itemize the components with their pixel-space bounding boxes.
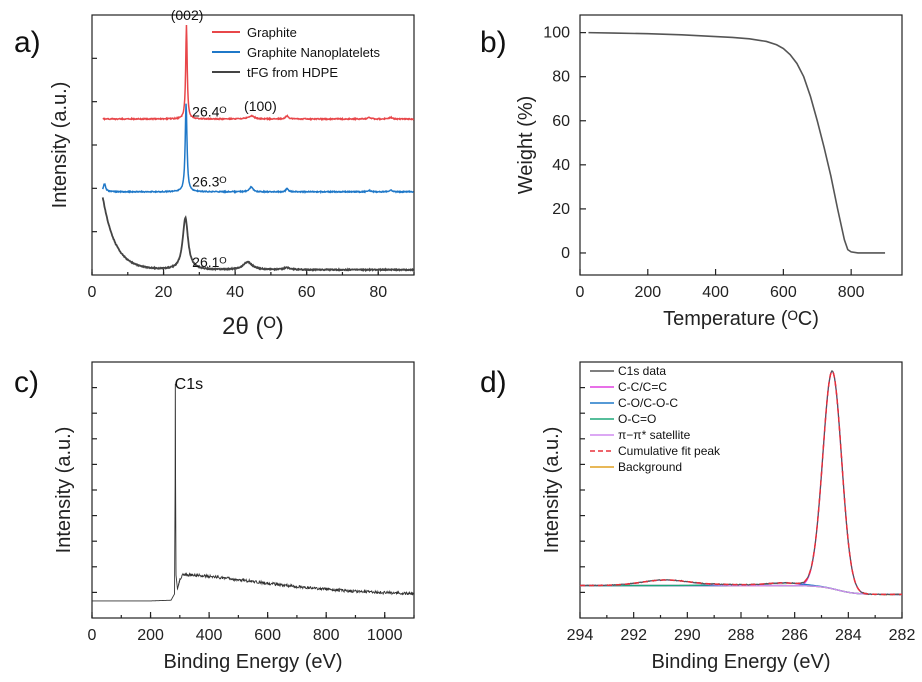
panel-a-series-2 — [101, 197, 414, 273]
panel-d-xtick-label: 282 — [889, 627, 916, 644]
panel-c-ylabel: Intensity (a.u.) — [53, 427, 75, 554]
panel-a-legend-label: Graphite Nanoplatelets — [247, 45, 380, 60]
panel-c-xtick-label: 600 — [254, 627, 281, 644]
panel-b-ytick-label: 60 — [552, 113, 570, 130]
panel-b-xtick-label: 400 — [702, 284, 729, 301]
panel-d-legend-label: Background — [618, 460, 682, 474]
panel-c-xtick-label: 0 — [88, 627, 97, 644]
panel-a-annotation: 26.1ᴼ — [192, 254, 226, 270]
panel-b-xtick-label: 600 — [770, 284, 797, 301]
panel-d-ylabel: Intensity (a.u.) — [541, 427, 563, 554]
panel-a-annotation: 26.3ᴼ — [192, 174, 226, 190]
panel-a-annotation: 26.4ᴼ — [192, 103, 226, 119]
panel-a-xtick-label: 20 — [155, 284, 173, 301]
panel-letter-c: c) — [14, 366, 39, 399]
panel-c-xlabel: Binding Energy (eV) — [164, 651, 343, 673]
panel-a-annotation: (100) — [244, 98, 277, 114]
panel-c-xtick-label: 200 — [137, 627, 164, 644]
panel-d-c1s-data — [579, 370, 903, 596]
panel-a-xrd: Intensity (a.u.) 2θ (ᴼ) 0 20 40 60 80 (002) 2… — [49, 7, 415, 340]
panel-d-legend-label: O-C=O — [618, 412, 656, 426]
panel-b-frame — [579, 14, 903, 276]
panel-d-xlabel: Binding Energy (eV) — [652, 651, 831, 673]
panel-d-legend-label: Cumulative fit peak — [618, 444, 721, 458]
panel-d-legend-label: C-C/C=C — [618, 380, 667, 394]
panel-c-frame — [91, 361, 415, 619]
panel-d-xtick-label: 290 — [674, 627, 701, 644]
panel-b-xtick-label: 0 — [576, 284, 585, 301]
panel-d-xtick-label: 292 — [620, 627, 647, 644]
panel-a-xtick-label: 80 — [369, 284, 387, 301]
panel-a-xtick-label: 40 — [226, 284, 244, 301]
panel-d-xtick-label: 286 — [781, 627, 808, 644]
panel-a-xtick-label: 0 — [88, 284, 97, 301]
panel-a-ylabel: Intensity (a.u.) — [49, 82, 71, 209]
panel-b-tga: Weight (%) Temperature (ᴼC) 0 200 400 600 80… — [515, 14, 903, 330]
panel-d-legend-label: C1s data — [618, 364, 666, 378]
panel-a-xtick-label: 60 — [298, 284, 316, 301]
panel-d-xtick-label: 288 — [728, 627, 755, 644]
panel-b-xtick-label: 800 — [838, 284, 865, 301]
panel-a-xlabel: 2θ (ᴼ) — [222, 313, 284, 340]
panel-a-series-0 — [102, 25, 415, 122]
panel-c-xtick-label: 800 — [313, 627, 340, 644]
panel-a-series-1 — [102, 103, 414, 195]
panel-c-xtick-label: 1000 — [367, 627, 403, 644]
panel-b-ylabel: Weight (%) — [515, 96, 537, 195]
panel-b-xlabel: Temperature (ᴼC) — [663, 308, 819, 330]
panel-a-legend-label: Graphite — [247, 25, 297, 40]
panel-letter-d: d) — [480, 366, 507, 399]
panel-a-annotation: (002) — [171, 7, 204, 23]
panel-b-xtick-label: 200 — [634, 284, 661, 301]
panel-b-ytick-label: 20 — [552, 201, 570, 218]
panel-letter-b: b) — [480, 26, 507, 59]
panel-d-c1s: Intensity (a.u.) Binding Energy (eV) 294… — [541, 361, 916, 673]
panel-letter-a: a) — [14, 26, 41, 59]
panel-b-ytick-label: 80 — [552, 69, 570, 86]
panel-b-ytick-label: 40 — [552, 157, 570, 174]
panel-c-c1s-label: C1s — [175, 376, 203, 393]
panel-d-legend-label: C-O/C-O-C — [618, 396, 678, 410]
panel-d-xtick-label: 284 — [835, 627, 862, 644]
panel-d-legend-label: π−π* satellite — [618, 428, 691, 442]
panel-c-xps-survey: Intensity (a.u.) Binding Energy (eV) 0 20… — [53, 361, 415, 673]
panel-b-ytick-label: 100 — [543, 25, 570, 42]
panel-b-tga-curve — [588, 31, 886, 254]
panel-b-ytick-label: 0 — [561, 245, 570, 262]
panel-d-xtick-label: 294 — [567, 627, 594, 644]
panel-a-legend-label: tFG from HDPE — [247, 65, 338, 80]
panel-c-xtick-label: 400 — [196, 627, 223, 644]
panel-d-component-3 — [580, 579, 902, 596]
panel-c-survey-spectrum — [92, 383, 415, 602]
